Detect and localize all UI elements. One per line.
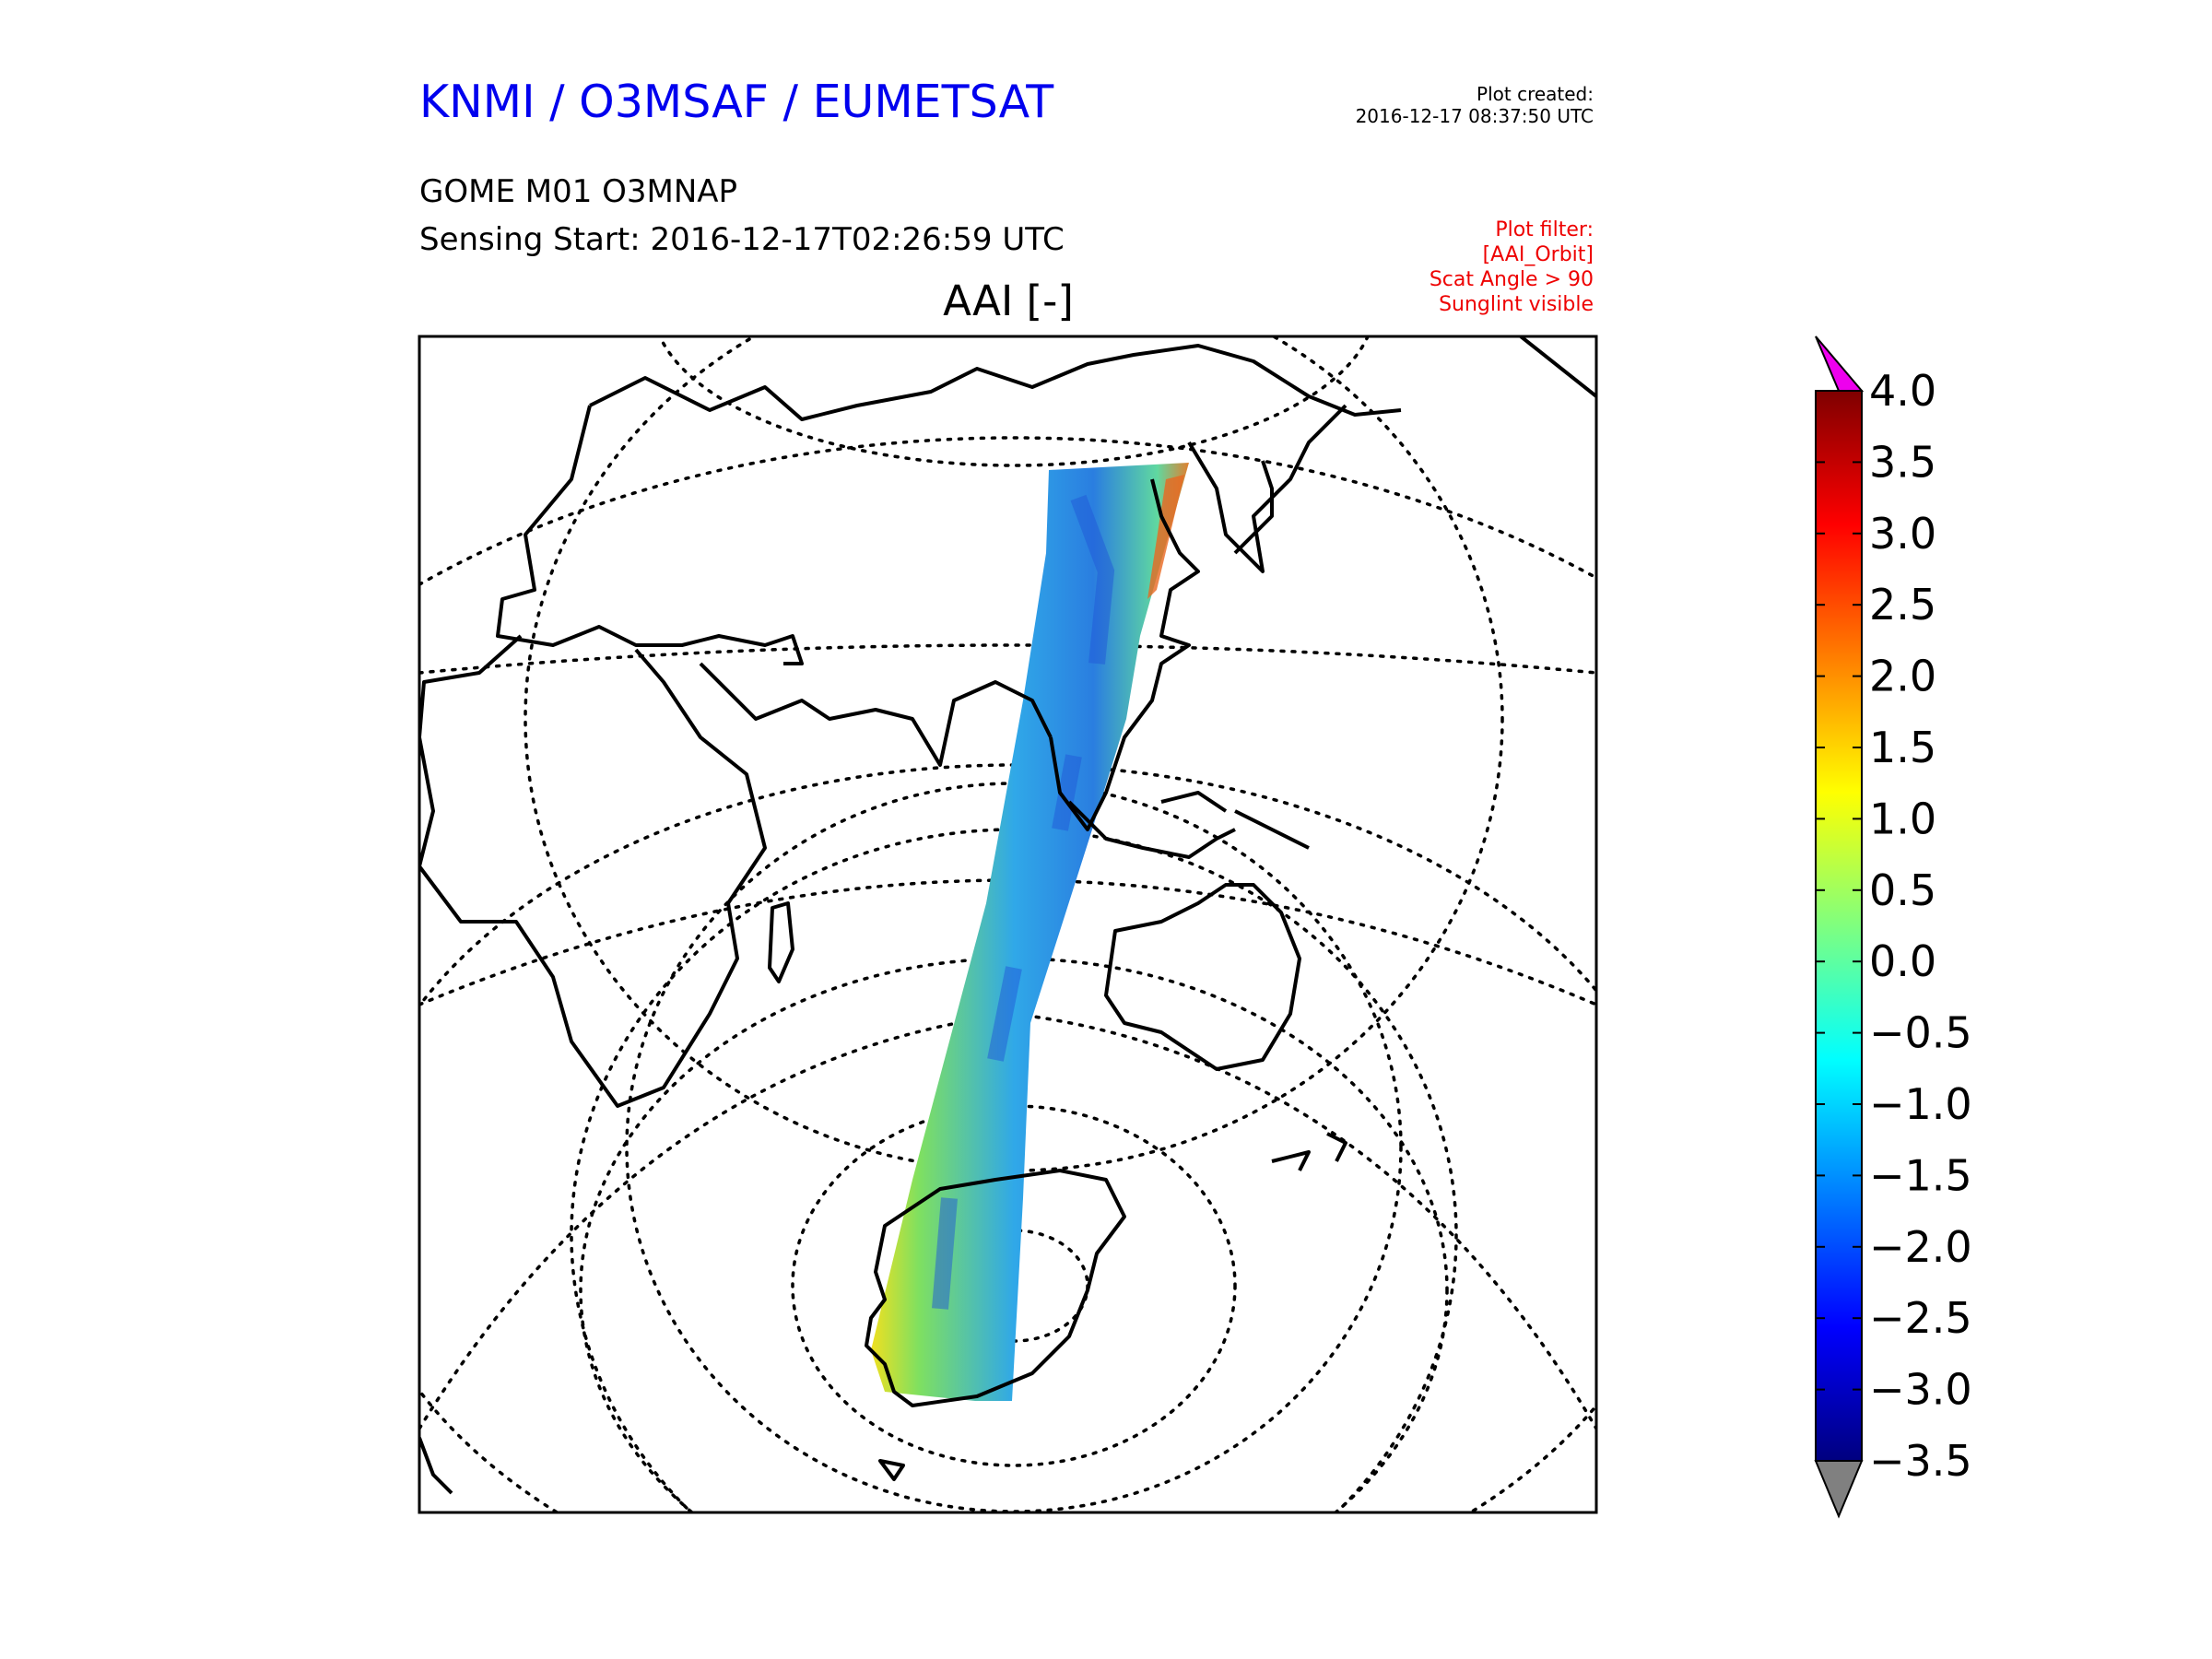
coastline-arabia-india	[699, 662, 1053, 767]
swath-texture	[932, 494, 1115, 1310]
filter-line-3: Sunglint visible	[1439, 293, 1594, 316]
plot-created-time: 2016-12-17 08:37:50 UTC	[1355, 105, 1594, 127]
filter-line-2: Scat Angle > 90	[1429, 268, 1594, 291]
coastline-australia	[1104, 883, 1301, 1071]
colorbar-ticks: 4.0 3.5 3.0 2.5 2.0 1.5 1.0 0.5 0.0 −0.5 −1.0 −1.5 −…	[1816, 366, 1972, 1486]
coastline-new-zealand	[1271, 1132, 1347, 1171]
filter-line-0: Plot filter:	[1495, 218, 1594, 241]
coastline-africa	[419, 634, 767, 1108]
colorbar-tick-label: −1.5	[1869, 1150, 1972, 1200]
colorbar-tick-label: −0.5	[1869, 1008, 1972, 1058]
coastline-small-island	[878, 1459, 905, 1481]
colorbar-tick-label: 2.5	[1869, 580, 1936, 629]
coastline-patagonia	[419, 1437, 453, 1495]
plot-created: Plot created: 2016-12-17 08:37:50 UTC	[1356, 83, 1594, 127]
coastline-antarctica	[865, 1169, 1126, 1407]
colorbar-over-arrow	[1815, 335, 1865, 392]
graticule-line	[524, 336, 1504, 1172]
colorbar-body	[1815, 390, 1863, 1462]
colorbar-tick-label: 1.0	[1869, 794, 1936, 843]
product-name: GOME M01 O3MNAP	[419, 173, 738, 210]
colorbar-tick-label: 3.0	[1869, 509, 1936, 559]
graticule-line	[570, 828, 1458, 1512]
graticule-line	[419, 643, 1596, 675]
colorbar-tick-label: −3.0	[1869, 1365, 1972, 1415]
coastline-madagascar	[768, 901, 794, 983]
coastline-japan	[1233, 460, 1274, 555]
filter-line-1: [AAI_Orbit]	[1482, 243, 1594, 266]
colorbar-tick-label: 0.0	[1869, 936, 1936, 986]
plot-filter: Plot filter: [AAI_Orbit] Scat Angle > 90…	[1430, 218, 1594, 317]
colorbar-tick-label: 2.0	[1869, 652, 1936, 701]
coastline-indonesia	[1067, 791, 1310, 859]
map-title: AAI [-]	[943, 276, 1074, 325]
colorbar-tick-label: −2.0	[1869, 1222, 1972, 1272]
coastlines	[419, 336, 1596, 1495]
graticule-line	[419, 436, 1596, 587]
coastline-europe	[496, 405, 804, 665]
graticule-line	[791, 1104, 1237, 1467]
coastline-corner	[1519, 336, 1596, 398]
coastline-east-asia	[1187, 404, 1347, 573]
map-frame	[418, 335, 1598, 1514]
colorbar-tick-label: 3.5	[1869, 437, 1936, 487]
sensing-start: Sensing Start: 2016-12-17T02:26:59 UTC	[419, 221, 1065, 258]
colorbar-tick-label: −2.5	[1869, 1293, 1972, 1343]
colorbar-tick-label: 0.5	[1869, 865, 1936, 915]
swath-high-values	[1147, 475, 1184, 599]
organization-title: KNMI / O3MSAF / EUMETSAT	[419, 76, 1054, 128]
colorbar-tick-label: 1.5	[1869, 723, 1936, 772]
graticule-line	[579, 957, 1449, 1512]
coastline-eurasia-north	[589, 344, 1402, 421]
colorbar-tick-label: −3.5	[1869, 1436, 1972, 1486]
orbit-swath	[871, 463, 1189, 1401]
colorbar-under-arrow	[1814, 1460, 1864, 1519]
colorbar-tick-label: 4.0	[1869, 366, 1936, 416]
colorbar-tick-label: −1.0	[1869, 1079, 1972, 1129]
plot-created-label: Plot created:	[1477, 83, 1594, 105]
